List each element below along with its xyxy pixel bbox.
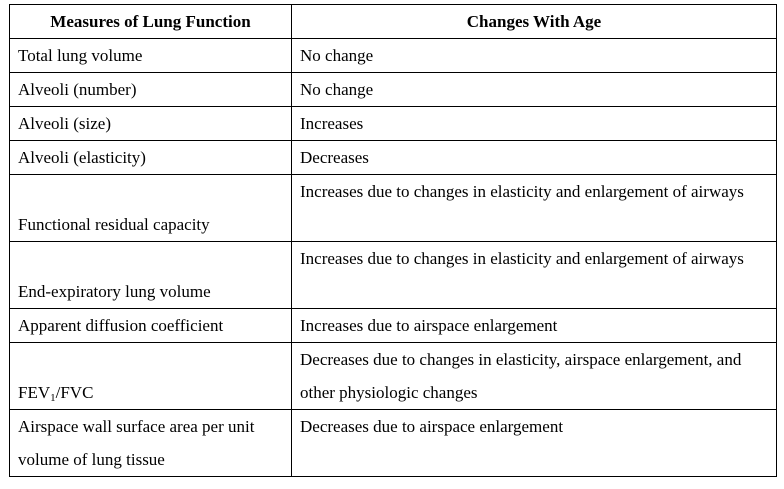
table-row: End-expiratory lung volume Increases due… (9, 241, 777, 309)
change-cell: Decreases due to airspace enlargement (291, 409, 777, 477)
change-cell: Increases due to changes in elasticity a… (291, 174, 777, 242)
table-row: Functional residual capacity Increases d… (9, 174, 777, 242)
fev-prefix: FEV (18, 383, 51, 402)
measure-cell: Alveoli (elasticity) (9, 140, 292, 175)
change-cell: Increases due to changes in elasticity a… (291, 241, 777, 309)
fev-suffix: /FVC (55, 383, 94, 402)
measure-cell: Airspace wall surface area per unit volu… (9, 409, 292, 477)
change-cell: Decreases due to changes in elasticity, … (291, 342, 777, 410)
fev-subscript: 1 (50, 392, 56, 404)
lung-function-table-container: Measures of Lung Function Changes With A… (9, 4, 777, 477)
measure-cell: Alveoli (number) (9, 72, 292, 107)
measure-cell: Apparent diffusion coefficient (9, 308, 292, 343)
measure-cell: End-expiratory lung volume (9, 241, 292, 309)
table-row: Alveoli (size) Increases (9, 106, 777, 141)
table-row: Apparent diffusion coefficient Increases… (9, 308, 777, 343)
table-row: Alveoli (number) No change (9, 72, 777, 107)
change-cell: Decreases (291, 140, 777, 175)
table-row: Alveoli (elasticity) Decreases (9, 140, 777, 175)
table-header-row: Measures of Lung Function Changes With A… (9, 4, 777, 39)
measure-cell-fev1-fvc: FEV1/FVC (9, 342, 292, 410)
change-cell: Increases due to airspace enlargement (291, 308, 777, 343)
measure-cell: Functional residual capacity (9, 174, 292, 242)
change-cell: Increases (291, 106, 777, 141)
table-row: Airspace wall surface area per unit volu… (9, 409, 777, 477)
change-cell: No change (291, 38, 777, 73)
lung-function-table: Measures of Lung Function Changes With A… (9, 4, 777, 477)
change-cell: No change (291, 72, 777, 107)
header-changes: Changes With Age (291, 4, 777, 39)
header-measures: Measures of Lung Function (9, 4, 292, 39)
measure-cell: Total lung volume (9, 38, 292, 73)
table-row: Total lung volume No change (9, 38, 777, 73)
measure-cell: Alveoli (size) (9, 106, 292, 141)
table-row: FEV1/FVC Decreases due to changes in ela… (9, 342, 777, 410)
